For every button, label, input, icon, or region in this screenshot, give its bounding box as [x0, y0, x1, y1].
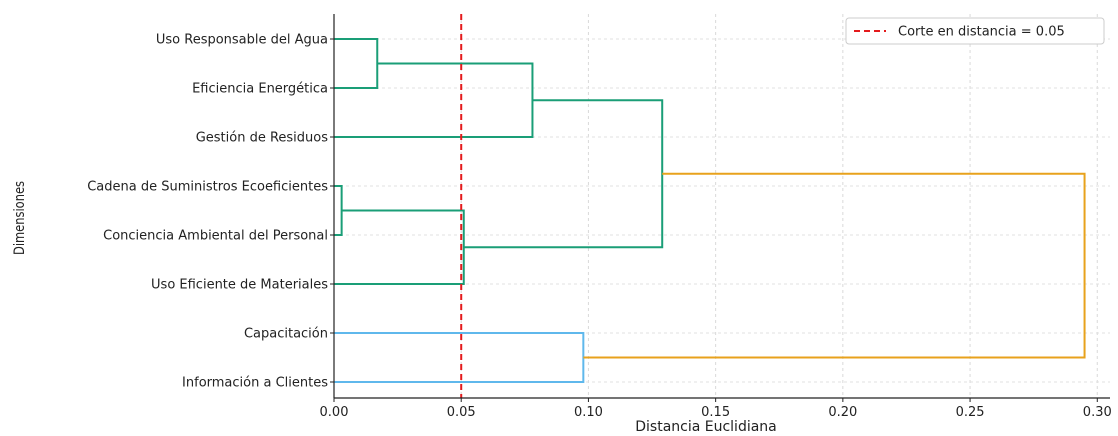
- leaf-label: Capacitación: [244, 327, 328, 342]
- y-tick-labels: Uso Responsable del Agua Eficiencia Energ…: [87, 33, 334, 391]
- y-axis-title: Dimensiones: [12, 181, 28, 255]
- link-4: [463, 99, 664, 249]
- leaf-label: Gestión de Residuos: [196, 131, 329, 146]
- link-2: [334, 62, 534, 138]
- x-tick-label: 0.10: [574, 405, 603, 420]
- link-0: [334, 38, 379, 89]
- x-axis-title: Distancia Euclidiana: [635, 419, 777, 435]
- x-tick-label: 0.05: [447, 405, 476, 420]
- link-3: [334, 209, 465, 285]
- grid-lines: [333, 14, 1110, 398]
- legend: Corte en distancia = 0.05: [845, 17, 1105, 45]
- axes: [333, 14, 1110, 399]
- x-tick-label: 0.20: [828, 405, 857, 420]
- x-tick-label: 0.30: [1083, 405, 1112, 420]
- leaf-label: Uso Responsable del Agua: [156, 33, 328, 48]
- link-1: [334, 185, 343, 236]
- leaf-label: Información a Clientes: [182, 376, 328, 391]
- leaf-label: Uso Eficiente de Materiales: [151, 278, 328, 293]
- leaf-label: Conciencia Ambiental del Personal: [103, 229, 328, 244]
- x-tick-label: 0.25: [956, 405, 985, 420]
- dendrogram-links: [334, 14, 1086, 398]
- x-tick-labels: 0.00 0.05 0.10 0.15 0.20 0.25 0.30: [320, 398, 1112, 420]
- x-tick-label: 0.15: [701, 405, 730, 420]
- leaf-label: Cadena de Suministros Ecoeficientes: [87, 180, 328, 195]
- leaf-label: Eficiencia Energética: [192, 82, 328, 97]
- link-5: [334, 332, 585, 383]
- legend-box: [845, 17, 1105, 45]
- legend-entry-cut-line: Corte en distancia = 0.05: [898, 25, 1065, 40]
- x-tick-label: 0.00: [320, 405, 349, 420]
- link-6: [583, 172, 1086, 359]
